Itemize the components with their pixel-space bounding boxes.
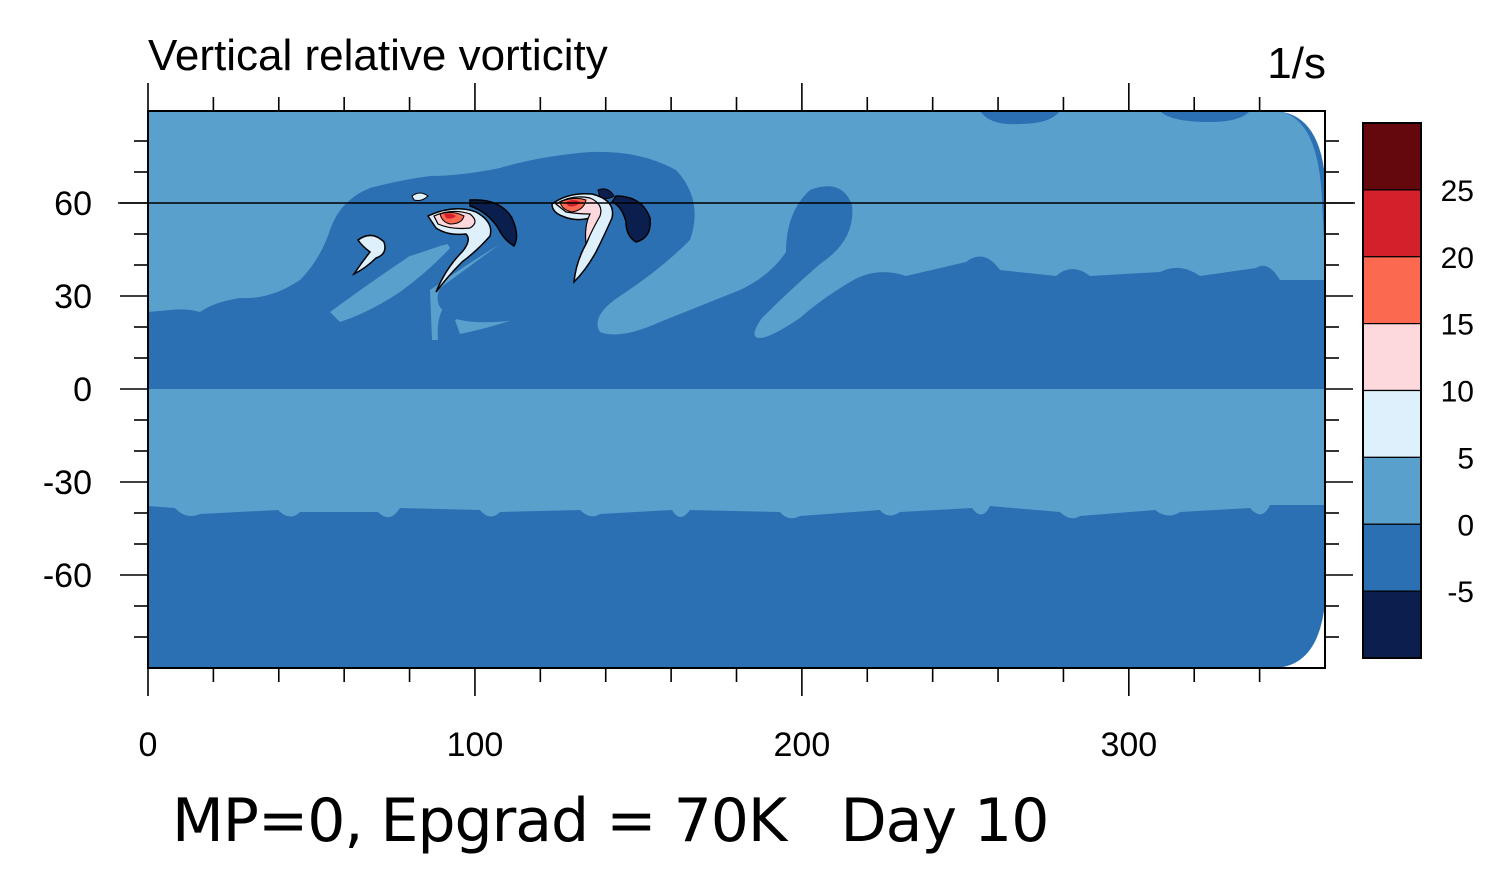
colorbar-label: 15 (1441, 309, 1474, 342)
colorbar-label: 0 (1457, 509, 1474, 542)
chart-title: Vertical relative vorticity (148, 31, 608, 80)
figure-caption: MP=0, Epgrad = 70K Day 10 (172, 786, 1049, 856)
units-label: 1/s (1267, 39, 1326, 88)
colorbar: 25 20 15 10 5 0 -5 (1362, 122, 1474, 659)
colorbar-segment (1362, 456, 1422, 525)
colorbar-label: 5 (1457, 442, 1474, 475)
colorbar-label: 25 (1441, 175, 1474, 208)
vortex-fragment-1 (411, 192, 429, 201)
y-tick-label: 0 (73, 371, 92, 409)
field-negative-patch-b (980, 111, 1060, 125)
colorbar-segment (1362, 122, 1422, 191)
colorbar-frame (1362, 122, 1422, 659)
colorbar-label: 20 (1441, 242, 1474, 275)
colorbar-segment (1362, 389, 1422, 458)
field-strong-negative-2 (610, 195, 651, 243)
colorbar-segment (1362, 523, 1422, 592)
y-tick-label: -30 (43, 464, 92, 502)
field-filament-a (210, 250, 231, 296)
vortex-2-core-dark (444, 213, 456, 219)
colorbar-label: 10 (1441, 376, 1474, 409)
y-tick-label: 60 (54, 185, 92, 223)
colorbar-segment (1362, 323, 1422, 392)
x-tick-label: 200 (774, 726, 831, 764)
y-tick-label: -60 (43, 557, 92, 595)
field-positive-north (148, 111, 1325, 338)
field-positive-band-south (148, 389, 1325, 519)
field-strong-negative-1 (469, 199, 518, 248)
colorbar-label: -5 (1447, 576, 1474, 609)
field-negative-patch-c (1160, 111, 1250, 122)
x-tick-label: 100 (447, 726, 504, 764)
vortex-2-outer (426, 208, 492, 293)
colorbar-segment (1362, 256, 1422, 325)
vortex-1-outer (351, 234, 386, 276)
vorticity-field (148, 111, 1325, 668)
x-tick-label: 0 (139, 726, 158, 764)
colorbar-segment (1362, 189, 1422, 258)
field-filament-d (330, 230, 450, 322)
colorbar-segment (1362, 590, 1422, 659)
field-filament-b (250, 223, 276, 286)
x-tick-label: 300 (1100, 726, 1157, 764)
field-filament-c (300, 207, 326, 260)
y-tick-label: 30 (54, 278, 92, 316)
